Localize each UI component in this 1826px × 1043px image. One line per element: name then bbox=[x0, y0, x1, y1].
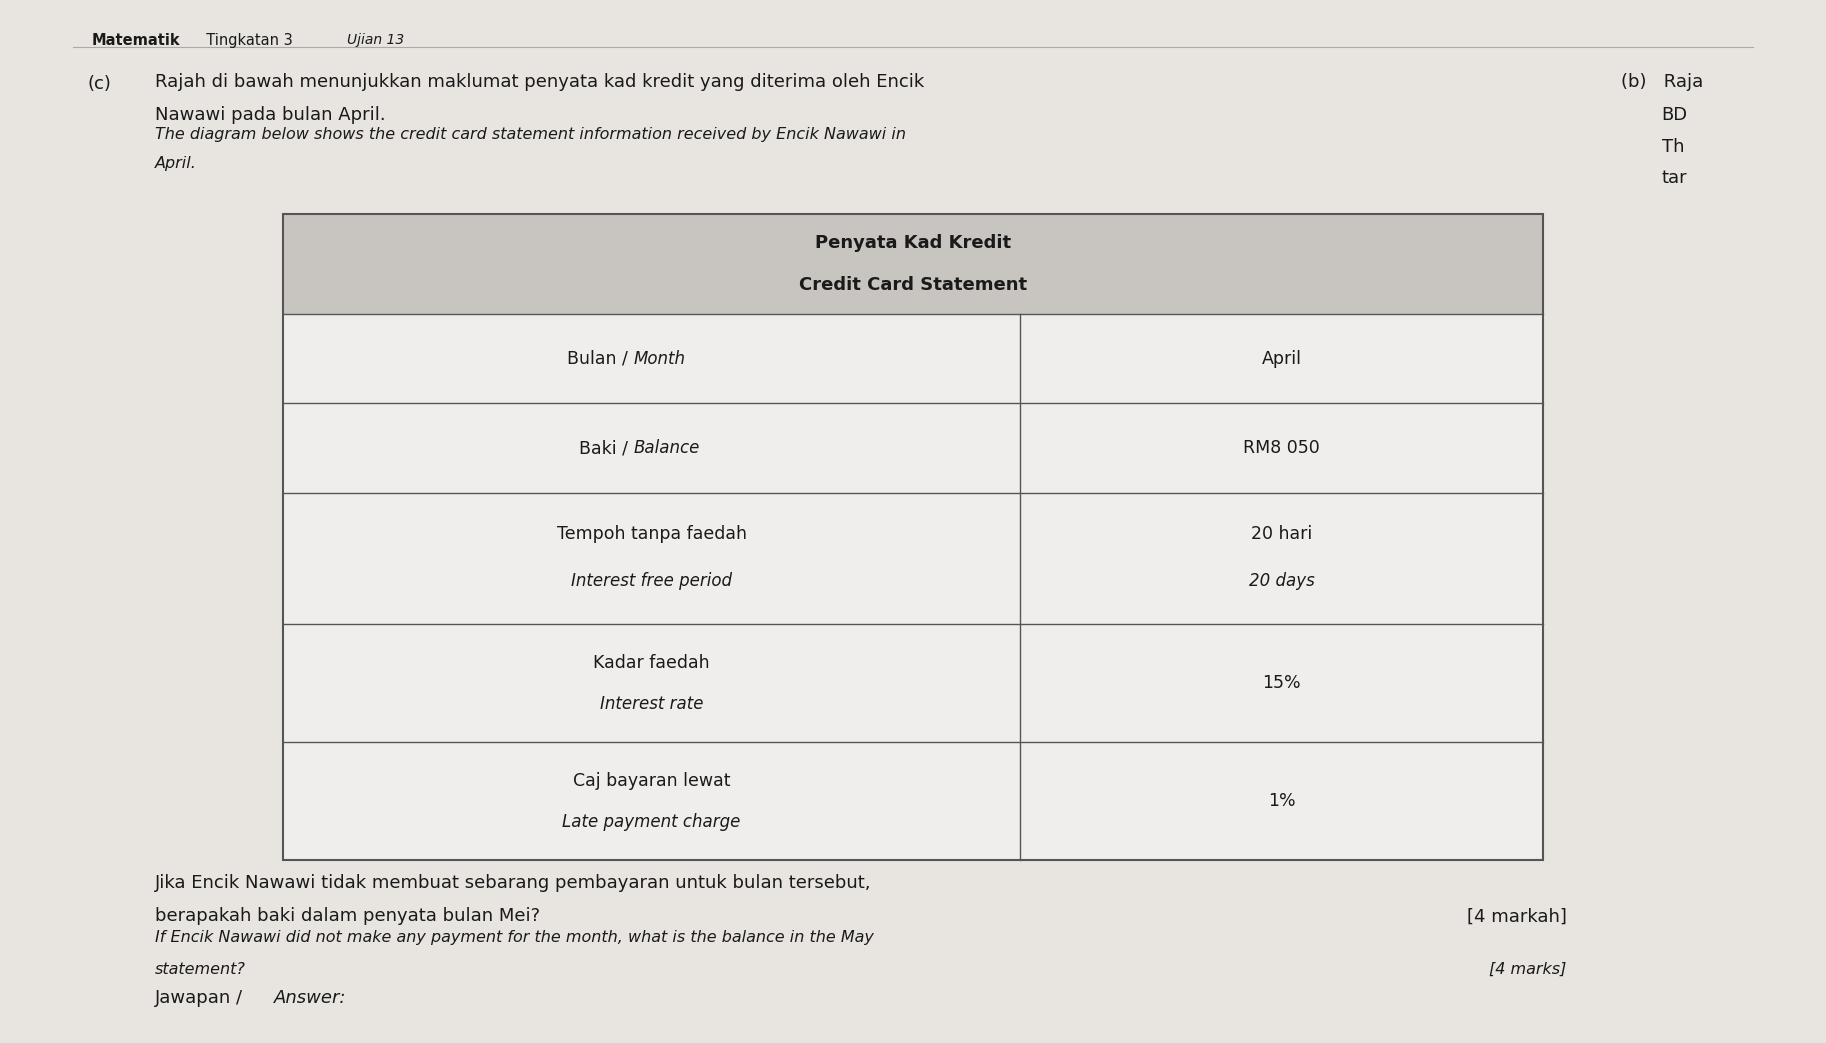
Text: Tempoh tanpa faedah: Tempoh tanpa faedah bbox=[557, 525, 747, 542]
Text: Nawawi pada bulan April.: Nawawi pada bulan April. bbox=[155, 106, 385, 124]
Text: Bulan /: Bulan / bbox=[566, 349, 634, 368]
Text: Matematik: Matematik bbox=[91, 33, 181, 48]
Text: Jika Encik Nawawi tidak membuat sebarang pembayaran untuk bulan tersebut,: Jika Encik Nawawi tidak membuat sebarang… bbox=[155, 874, 871, 892]
Text: [4 markah]: [4 markah] bbox=[1466, 907, 1567, 925]
Text: Late payment charge: Late payment charge bbox=[562, 814, 741, 831]
Text: Balance: Balance bbox=[634, 439, 699, 457]
Text: Answer:: Answer: bbox=[274, 989, 347, 1006]
FancyBboxPatch shape bbox=[283, 214, 1543, 314]
Text: Baki /: Baki / bbox=[579, 439, 634, 457]
Text: Interest free period: Interest free period bbox=[572, 573, 732, 590]
Text: Credit Card Statement: Credit Card Statement bbox=[800, 275, 1026, 294]
Text: April.: April. bbox=[155, 156, 197, 171]
Text: Penyata Kad Kredit: Penyata Kad Kredit bbox=[814, 234, 1012, 252]
Text: Interest rate: Interest rate bbox=[599, 696, 703, 713]
Text: Tingkatan 3: Tingkatan 3 bbox=[197, 33, 303, 48]
FancyBboxPatch shape bbox=[283, 314, 1543, 404]
Text: RM8 050: RM8 050 bbox=[1244, 439, 1320, 457]
Text: (c): (c) bbox=[88, 75, 111, 93]
Text: Rajah di bawah menunjukkan maklumat penyata kad kredit yang diterima oleh Encik: Rajah di bawah menunjukkan maklumat peny… bbox=[155, 73, 924, 91]
Text: 20 hari: 20 hari bbox=[1251, 525, 1313, 542]
Text: If Encik Nawawi did not make any payment for the month, what is the balance in t: If Encik Nawawi did not make any payment… bbox=[155, 930, 875, 945]
Text: April: April bbox=[1262, 349, 1302, 368]
FancyBboxPatch shape bbox=[283, 492, 1543, 625]
Text: 15%: 15% bbox=[1262, 675, 1300, 693]
FancyBboxPatch shape bbox=[283, 404, 1543, 492]
Text: The diagram below shows the credit card statement information received by Encik : The diagram below shows the credit card … bbox=[155, 127, 906, 142]
Text: BD: BD bbox=[1662, 106, 1687, 124]
Text: Caj bayaran lewat: Caj bayaran lewat bbox=[573, 772, 730, 790]
Text: Th: Th bbox=[1662, 138, 1684, 155]
Text: (b)   Raja: (b) Raja bbox=[1621, 73, 1704, 91]
Text: tar: tar bbox=[1662, 169, 1687, 187]
Text: Jawapan /: Jawapan / bbox=[155, 989, 248, 1006]
FancyBboxPatch shape bbox=[283, 743, 1543, 860]
Text: Kadar faedah: Kadar faedah bbox=[593, 654, 710, 672]
Text: 1%: 1% bbox=[1267, 793, 1295, 810]
Text: Month: Month bbox=[634, 349, 685, 368]
Text: berapakah baki dalam penyata bulan Mei?: berapakah baki dalam penyata bulan Mei? bbox=[155, 907, 540, 925]
Text: statement?: statement? bbox=[155, 962, 247, 976]
Text: [4 marks]: [4 marks] bbox=[1490, 962, 1567, 976]
Text: 20 days: 20 days bbox=[1249, 573, 1315, 590]
Text: Ujian 13: Ujian 13 bbox=[347, 33, 404, 47]
FancyBboxPatch shape bbox=[283, 625, 1543, 743]
